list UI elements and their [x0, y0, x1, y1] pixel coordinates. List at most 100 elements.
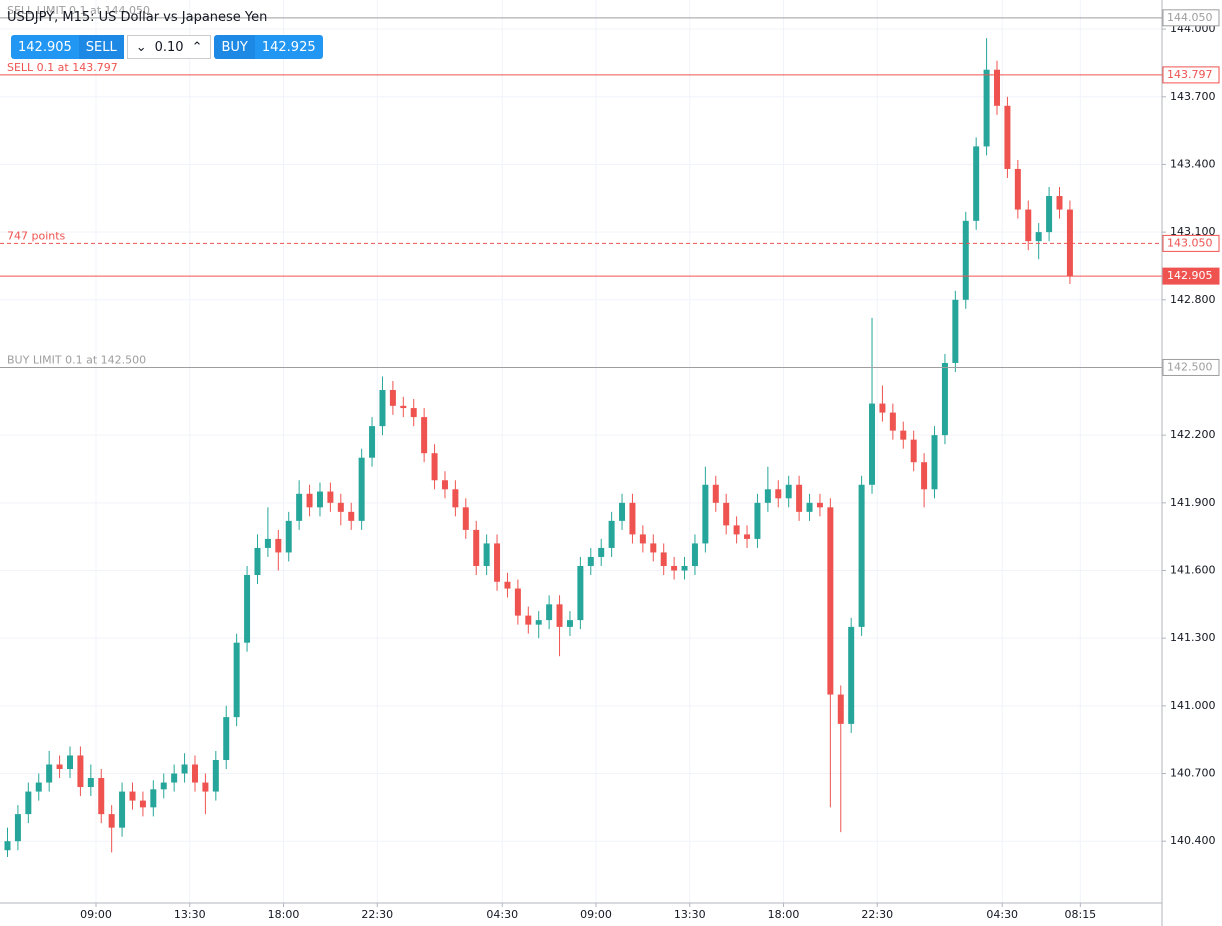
candle-body [223, 717, 230, 760]
price-tag-label: 142.500 [1167, 360, 1213, 373]
candle-body [379, 390, 386, 427]
candle-body [1066, 209, 1073, 277]
candle-body [108, 814, 115, 828]
candle-body [744, 534, 751, 539]
candle-body [837, 694, 844, 724]
price-tag [1162, 66, 1220, 84]
candle-body [712, 484, 719, 503]
candle-body [733, 525, 740, 535]
candle-body [212, 759, 219, 792]
candle-body [962, 220, 969, 300]
price-tag-label: 144.050 [1167, 11, 1213, 24]
y-tick-label: 141.600 [1170, 563, 1216, 576]
candle-body [191, 764, 198, 783]
sell-button[interactable]: SELL [78, 35, 124, 59]
x-tick-label: 18:00 [768, 908, 800, 921]
candle-body [1004, 105, 1011, 169]
candle-body [514, 588, 521, 616]
candle-body [941, 362, 948, 436]
candle-body [452, 489, 459, 508]
candle-body [796, 484, 803, 512]
price-tag [1162, 358, 1220, 376]
candle-body [681, 565, 688, 571]
candle-body [244, 575, 251, 643]
candle-body [337, 502, 344, 512]
x-tick-label: 13:30 [174, 908, 206, 921]
y-tick-label: 142.800 [1170, 293, 1216, 306]
volume-up[interactable]: ⌃ [191, 39, 203, 55]
candle-body [46, 764, 53, 783]
x-tick-label: 13:30 [674, 908, 706, 921]
y-tick-label: 140.700 [1170, 767, 1216, 780]
candle-body [233, 642, 240, 718]
candle-body [77, 755, 84, 788]
candle-body [275, 538, 282, 553]
candle-body [389, 390, 396, 406]
candle-body [827, 507, 834, 695]
candle-body [202, 782, 209, 792]
y-tick-label: 143.400 [1170, 157, 1216, 170]
candle-body [764, 489, 771, 503]
candle-body [546, 604, 553, 621]
y-tick-label: 143.700 [1170, 90, 1216, 103]
candle-body [25, 791, 32, 815]
x-tick-label: 22:30 [361, 908, 393, 921]
candle-body [1046, 196, 1053, 233]
x-tick-label: 04:30 [486, 908, 518, 921]
price-tag-label: 142.905 [1167, 269, 1213, 282]
candle-body [525, 615, 532, 625]
price-tag [1162, 9, 1220, 27]
candle-body [535, 620, 542, 625]
price-tag [1162, 234, 1220, 252]
candle-body [598, 547, 605, 557]
candle-body [660, 552, 667, 566]
candle-body [483, 543, 490, 566]
candle-body [462, 507, 469, 530]
y-tick-label: 141.000 [1170, 699, 1216, 712]
candle-body [150, 789, 157, 808]
candle-body [910, 439, 917, 463]
candle-body [952, 299, 959, 363]
candle-body [327, 491, 334, 503]
candle-body [66, 755, 73, 770]
candle-body [566, 620, 573, 627]
candle-body [264, 538, 271, 548]
buy-button[interactable]: BUY [214, 35, 255, 59]
y-tick-label: 143.100 [1170, 225, 1216, 238]
y-tick-label: 141.300 [1170, 631, 1216, 644]
candle-body [587, 556, 594, 566]
candle-body [306, 493, 313, 508]
candle-body [879, 403, 886, 413]
candle-body [421, 417, 428, 454]
candle-body [4, 841, 11, 851]
candle-body [848, 626, 855, 724]
candle-body [254, 547, 261, 576]
candle-body [410, 408, 417, 418]
candle-body [473, 529, 480, 566]
volume[interactable]: 0.10 [154, 39, 184, 55]
x-tick-label: 04:30 [986, 908, 1018, 921]
buy-price[interactable]: 142.925 [254, 35, 323, 59]
candle-body [181, 764, 188, 774]
candle-body [921, 462, 928, 490]
volume-box[interactable]: ⌄ 0.10 ⌃ [126, 35, 212, 59]
trade-panel: 142.905 SELL ⌄ 0.10 ⌃ BUY 142.925 [11, 35, 323, 59]
candle-body [129, 791, 136, 801]
x-tick-label: 08:15 [1064, 908, 1096, 921]
candle-body [858, 484, 865, 627]
candle-body [400, 405, 407, 409]
candle-body [316, 491, 323, 508]
price-tag-label: 143.797 [1167, 68, 1213, 81]
candle-body [504, 581, 511, 589]
candle-body [650, 543, 657, 553]
sell-price[interactable]: 142.905 [11, 35, 79, 59]
candle-body [296, 493, 303, 521]
volume-down[interactable]: ⌄ [135, 39, 147, 55]
candle-body [723, 502, 730, 526]
candle-body [431, 453, 438, 481]
candle-body [973, 146, 980, 221]
candle-body [806, 502, 813, 512]
candle-body [35, 782, 42, 792]
candle-body [816, 502, 823, 508]
candle-body [869, 403, 876, 485]
